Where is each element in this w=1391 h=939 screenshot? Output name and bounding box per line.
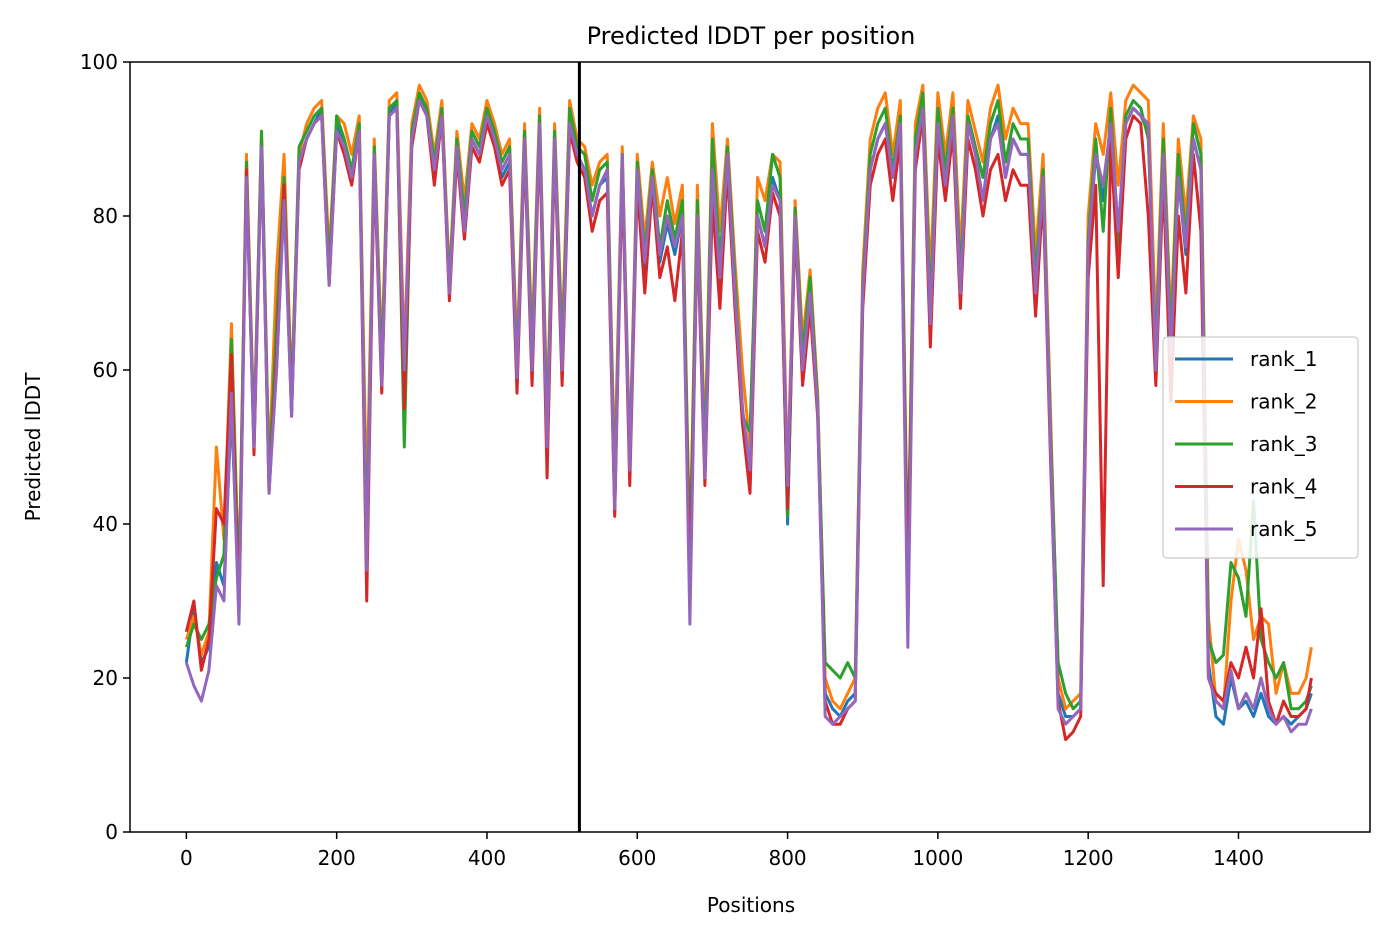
x-tick-label: 1400 — [1213, 846, 1264, 870]
y-axis-ticks: 0 20 40 60 80 100 — [80, 50, 130, 844]
series-line-rank_5 — [184, 99, 1313, 734]
x-tick-label: 400 — [468, 846, 506, 870]
legend-label-rank_2: rank_2 — [1250, 390, 1317, 414]
y-tick-label: 20 — [93, 666, 118, 690]
legend-box — [1162, 336, 1359, 559]
x-axis-label: Positions — [707, 893, 795, 917]
x-tick-label: 200 — [318, 846, 356, 870]
x-tick-label: 0 — [180, 846, 193, 870]
x-tick-label: 600 — [618, 846, 656, 870]
y-tick-label: 40 — [93, 512, 118, 536]
chart-title: Predicted lDDT per position — [587, 22, 916, 50]
legend-label-rank_5: rank_5 — [1250, 517, 1317, 541]
y-tick-label: 80 — [93, 204, 118, 228]
legend-label-rank_3: rank_3 — [1250, 432, 1317, 456]
x-tick-label: 1000 — [912, 846, 963, 870]
x-tick-label: 800 — [768, 846, 806, 870]
y-tick-label: 60 — [93, 358, 118, 382]
x-axis-ticks: 0 200 400 600 800 1000 1200 1400 — [180, 832, 1264, 870]
y-axis-label: Predicted lDDT — [21, 372, 45, 522]
legend-label-rank_1: rank_1 — [1250, 347, 1317, 371]
y-tick-label: 0 — [105, 820, 118, 844]
plot-frame — [129, 61, 1371, 833]
legend-label-rank_4: rank_4 — [1250, 475, 1317, 499]
y-tick-label: 100 — [80, 50, 118, 74]
legend: rank_1 rank_2 rank_3 rank_4 rank_5 — [1162, 336, 1359, 559]
x-tick-label: 1200 — [1063, 846, 1114, 870]
series-layer — [184, 83, 1313, 742]
